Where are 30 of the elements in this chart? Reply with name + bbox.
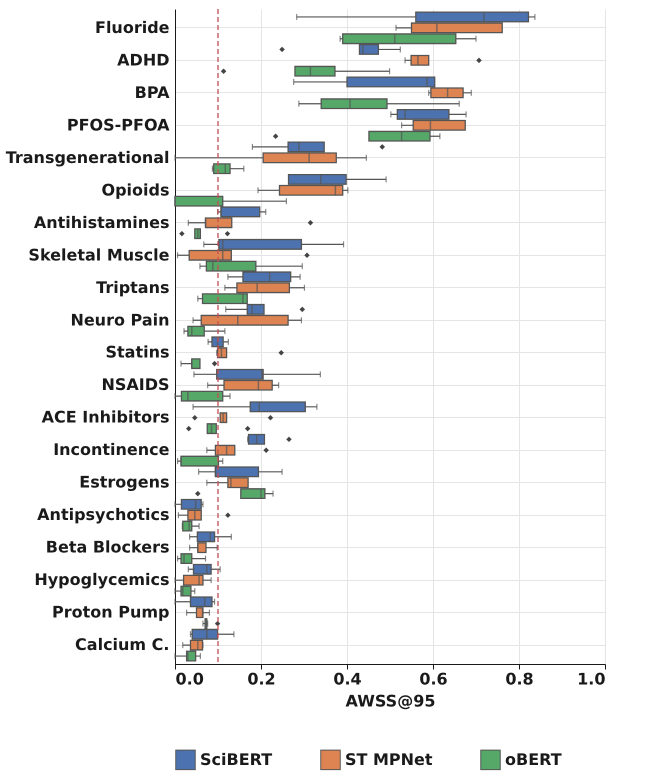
y-tick-label: ACE Inhibitors [42, 408, 170, 427]
y-tick-label: Estrogens [79, 472, 170, 492]
y-tick-label: ADHD [117, 50, 170, 70]
y-tick-label: Antipsychotics [37, 505, 170, 524]
y-tick-label: Statins [105, 342, 170, 362]
y-tick-label: Neuro Pain [70, 310, 170, 330]
y-tick-label: Skeletal Muscle [28, 245, 170, 264]
y-tick-label: Hypoglycemics [34, 570, 170, 590]
x-tick-label: 0.2 [247, 670, 276, 688]
x-tick-label: 0.8 [505, 670, 534, 688]
y-tick-label: Triptans [96, 278, 170, 297]
y-tick-label: Calcium C. [75, 635, 170, 654]
y-tick-label: Opioids [102, 180, 170, 200]
x-tick-label: 0.4 [333, 670, 362, 688]
x-axis-title: AWSS@95 [346, 692, 436, 710]
y-tick-label: Antihistamines [34, 212, 170, 232]
y-tick-label: BPA [134, 82, 170, 102]
y-tick-label: Incontinence [53, 440, 170, 460]
y-tick-label: NSAIDS [101, 375, 170, 394]
x-tick-label: 0.0 [176, 670, 204, 688]
legend-label: ST MPNet [345, 750, 433, 769]
y-tick-label: Beta Blockers [46, 538, 170, 557]
x-tick-label: 1.0 [577, 670, 606, 688]
y-tick-label: PFOS-PFOA [66, 115, 170, 134]
x-tick-label: 0.6 [419, 670, 448, 688]
y-tick-label: Transgenerational [6, 148, 170, 167]
y-tick-label: Proton Pump [52, 602, 170, 622]
y-tick-label: Fluoride [95, 18, 170, 37]
legend-label: oBERT [505, 750, 562, 769]
legend-label: SciBERT [200, 750, 272, 769]
